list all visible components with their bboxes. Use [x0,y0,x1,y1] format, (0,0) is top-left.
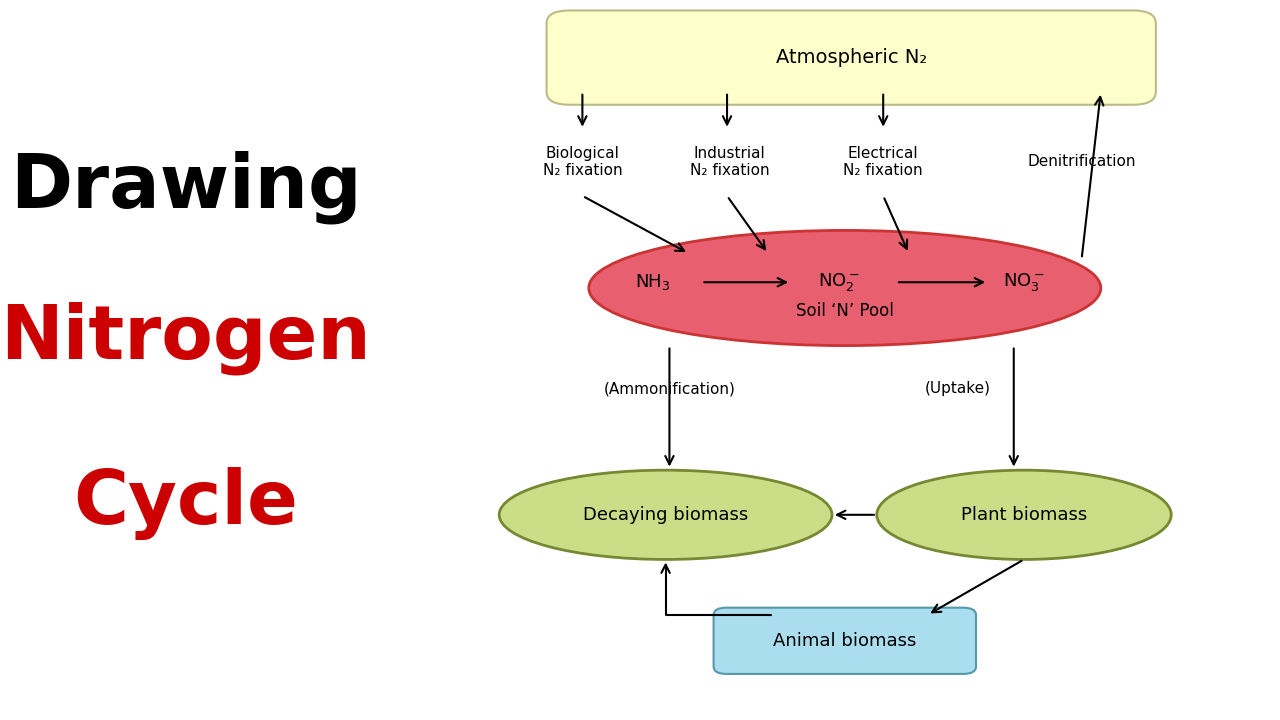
FancyBboxPatch shape [714,608,977,674]
Text: Plant biomass: Plant biomass [961,505,1087,524]
Text: NO$_3^-$: NO$_3^-$ [1004,271,1044,293]
Text: NO$_2^-$: NO$_2^-$ [818,271,859,293]
FancyBboxPatch shape [547,10,1156,104]
Text: Soil ‘N’ Pool: Soil ‘N’ Pool [796,302,893,320]
Text: (Ammonification): (Ammonification) [603,382,736,396]
Text: Biological
N₂ fixation: Biological N₂ fixation [543,145,622,179]
Ellipse shape [877,470,1171,559]
Text: Denitrification: Denitrification [1028,155,1135,169]
Text: Animal biomass: Animal biomass [773,632,916,649]
Text: (Uptake): (Uptake) [924,382,991,396]
Text: Cycle: Cycle [73,467,298,541]
Text: NH$_3$: NH$_3$ [635,272,671,292]
Text: Atmospheric N₂: Atmospheric N₂ [776,48,927,67]
Text: Nitrogen: Nitrogen [0,302,371,375]
Text: Drawing: Drawing [10,150,361,224]
Text: Industrial
N₂ fixation: Industrial N₂ fixation [690,145,769,179]
Ellipse shape [589,230,1101,346]
Ellipse shape [499,470,832,559]
Text: Decaying biomass: Decaying biomass [582,505,749,524]
Text: Electrical
N₂ fixation: Electrical N₂ fixation [844,145,923,179]
